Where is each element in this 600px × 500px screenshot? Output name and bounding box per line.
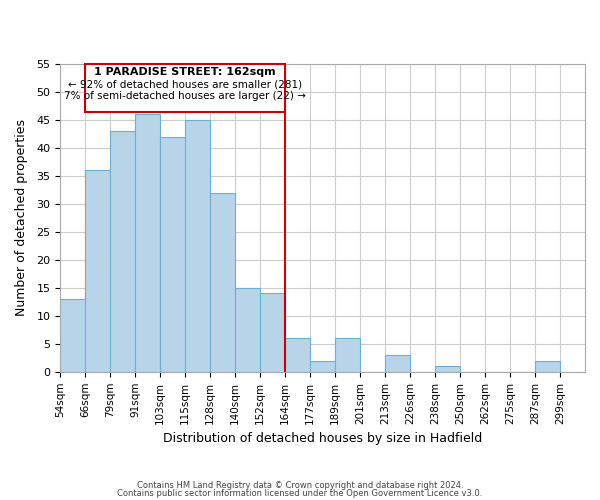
Text: Contains HM Land Registry data © Crown copyright and database right 2024.: Contains HM Land Registry data © Crown c… [137,481,463,490]
Bar [85,170,110,372]
Text: ← 92% of detached houses are smaller (281): ← 92% of detached houses are smaller (28… [68,80,302,90]
Bar [60,299,85,372]
Bar [535,360,560,372]
Bar [210,192,235,372]
Text: 7% of semi-detached houses are larger (22) →: 7% of semi-detached houses are larger (2… [64,91,306,101]
Bar [185,120,210,372]
Bar [385,355,410,372]
Bar [285,338,310,372]
Bar [435,366,460,372]
X-axis label: Distribution of detached houses by size in Hadfield: Distribution of detached houses by size … [163,432,482,445]
FancyBboxPatch shape [85,64,285,112]
Bar [260,294,285,372]
Bar [235,288,260,372]
Bar [160,137,185,372]
Text: 1 PARADISE STREET: 162sqm: 1 PARADISE STREET: 162sqm [94,68,276,78]
Bar [335,338,360,372]
Bar [110,131,135,372]
Y-axis label: Number of detached properties: Number of detached properties [15,120,28,316]
Text: Contains public sector information licensed under the Open Government Licence v3: Contains public sector information licen… [118,488,482,498]
Bar [135,114,160,372]
Bar [310,360,335,372]
